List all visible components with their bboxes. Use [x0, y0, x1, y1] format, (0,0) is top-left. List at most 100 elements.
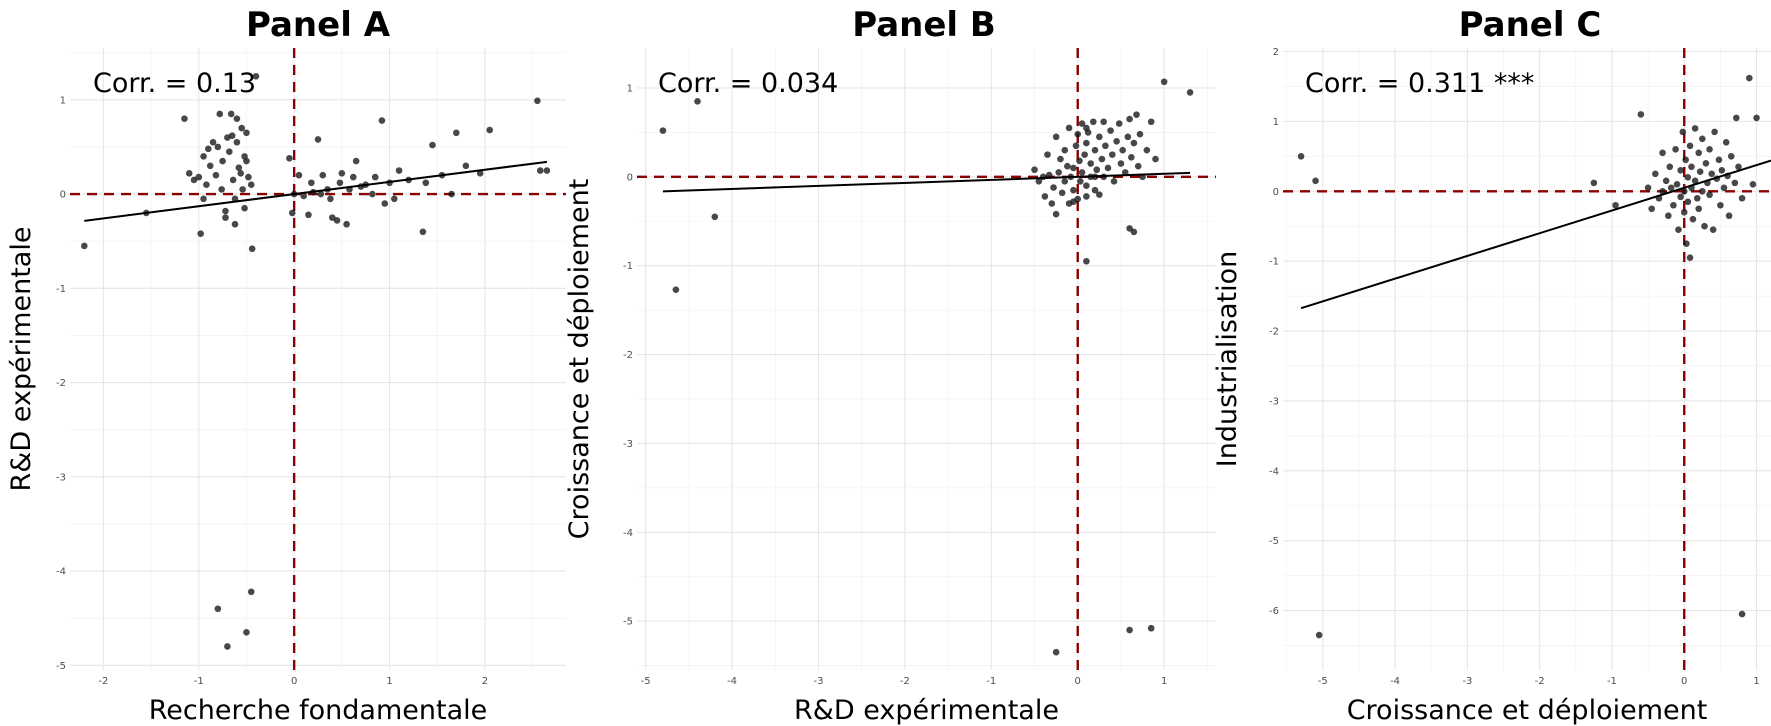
data-point: [329, 214, 336, 221]
data-point: [1682, 156, 1689, 164]
data-point: [1087, 160, 1094, 167]
data-point: [1076, 157, 1083, 165]
x-tick-label: -2: [1535, 676, 1545, 687]
data-point: [233, 138, 241, 146]
data-point: [1093, 166, 1101, 174]
data-point: [1121, 169, 1129, 176]
data-point: [1119, 146, 1126, 154]
data-point: [286, 154, 293, 162]
data-point: [243, 157, 250, 165]
data-point: [1113, 138, 1120, 145]
x-tick-label: -4: [1390, 676, 1400, 687]
data-point: [216, 110, 224, 118]
data-point: [1695, 205, 1703, 213]
data-point: [1083, 124, 1090, 132]
data-point: [352, 157, 360, 165]
data-point: [214, 605, 222, 613]
x-tick-label: -1: [194, 676, 204, 687]
data-point: [243, 129, 250, 137]
grid: [1283, 48, 1771, 670]
x-tick-label: 1: [386, 676, 392, 687]
regression-line: [84, 160, 548, 222]
panel-title: Panel C: [1459, 5, 1602, 45]
data-point: [1091, 146, 1099, 154]
data-point: [476, 170, 484, 177]
data-point: [219, 157, 226, 165]
data-point: [1136, 130, 1144, 138]
grid: [637, 48, 1216, 670]
x-tick-label: -3: [1462, 676, 1472, 687]
x-axis-label: R&D expérimentale: [794, 695, 1059, 726]
y-tick-label: -1: [56, 284, 66, 295]
data-point: [1715, 156, 1723, 164]
y-tick-label: 0: [627, 172, 633, 183]
data-point: [1110, 177, 1118, 185]
data-point: [338, 170, 346, 177]
data-point: [448, 190, 455, 198]
data-point: [1057, 155, 1064, 163]
data-point: [1746, 74, 1753, 82]
data-point: [1134, 162, 1142, 170]
data-point: [333, 217, 341, 224]
x-tick-label: -5: [641, 676, 651, 687]
data-point: [1735, 163, 1742, 171]
data-point: [543, 167, 551, 174]
data-point: [534, 97, 541, 105]
data-point: [247, 181, 255, 188]
x-tick-label: 1: [1161, 676, 1167, 687]
data-point: [1683, 240, 1690, 247]
data-point: [1089, 118, 1097, 126]
data-point: [1128, 153, 1135, 161]
data-point: [1083, 257, 1090, 265]
data-point: [1732, 114, 1740, 122]
data-point: [1096, 191, 1103, 198]
data-point: [1717, 201, 1724, 209]
data-point: [1091, 186, 1099, 194]
data-point: [288, 209, 296, 217]
data-point: [205, 145, 212, 153]
data-point: [1675, 226, 1682, 234]
y-tick-label: -2: [1269, 327, 1279, 338]
data-point: [429, 141, 436, 149]
data-point: [1124, 133, 1132, 141]
data-point: [197, 230, 204, 237]
regression-line: [662, 171, 1191, 193]
data-point: [1708, 170, 1716, 178]
data-point: [1081, 151, 1088, 158]
data-point: [1039, 173, 1047, 181]
data-point: [1186, 89, 1194, 96]
data-point: [319, 171, 327, 179]
data-point: [239, 186, 246, 193]
data-point: [233, 115, 241, 122]
data-point: [1665, 212, 1672, 220]
x-tick-label: -1: [1607, 676, 1617, 687]
data-point: [1152, 155, 1159, 163]
data-point: [1098, 155, 1106, 163]
data-point: [1045, 171, 1053, 179]
y-tick-label: -3: [623, 439, 633, 450]
data-point: [369, 190, 376, 198]
data-point: [231, 220, 239, 228]
data-point: [203, 181, 210, 188]
panel-c: -5 -4 -3 -2 -1 0 1 -6 -5 -4 -3 -2 -1 0 1 2 Corr. = 0.311…: [1212, 5, 1771, 726]
data-point: [237, 170, 245, 177]
x-tick-label: -2: [98, 676, 108, 687]
data-point: [1070, 186, 1077, 194]
data-point: [190, 176, 198, 184]
x-axis-label: Recherche fondamentale: [149, 695, 487, 726]
data-point: [1590, 179, 1598, 187]
data-point: [1160, 78, 1168, 86]
data-point: [1696, 168, 1704, 176]
data-point: [214, 143, 222, 151]
data-point: [1725, 212, 1733, 220]
data-point: [1667, 184, 1675, 192]
data-point: [1686, 142, 1694, 150]
data-point: [1689, 215, 1697, 223]
data-point: [1648, 205, 1656, 213]
data-point: [1706, 191, 1713, 199]
y-tick-label: -5: [1269, 536, 1279, 547]
y-tick-label: -2: [56, 378, 66, 389]
data-point: [1753, 114, 1760, 122]
data-point: [711, 213, 719, 221]
data-point: [314, 136, 322, 143]
